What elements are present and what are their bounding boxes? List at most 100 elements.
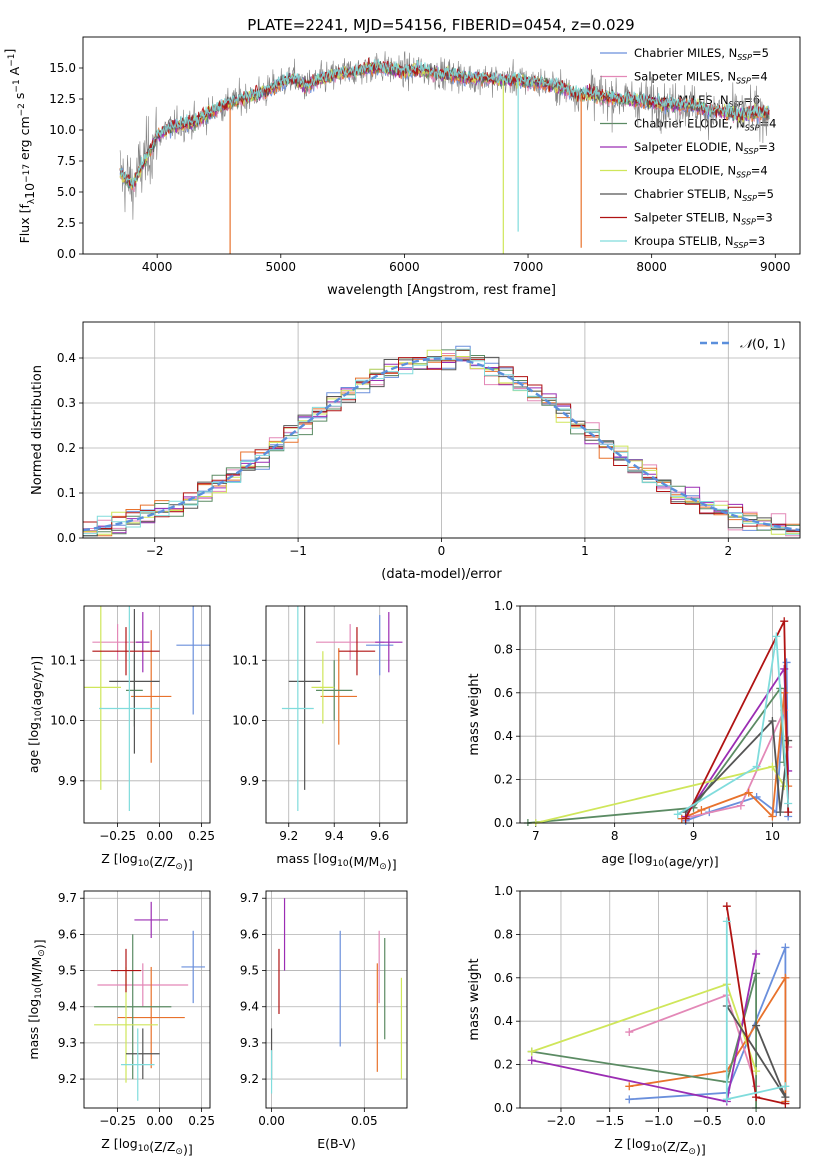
x-tick-label: 0.25: [188, 829, 215, 843]
y-tick-label: 0.6: [494, 971, 513, 985]
y-tick-label: 10.0: [49, 123, 76, 137]
axes-frame: [519, 605, 801, 824]
axes-frame: [265, 890, 408, 1109]
legend-entry: Salpeter MILES, NSSP=4: [634, 70, 768, 86]
mass_vs_extinction-plot-area: [270, 898, 403, 1094]
y-tick-label: 10.0: [50, 714, 77, 728]
weight-marker-salpeter_elodie: [752, 949, 761, 958]
x-tick-label: 4000: [142, 260, 173, 274]
weight-marker-kroupa_stelib: [781, 1082, 790, 1091]
mass_weight_vs_age-plot-area: [523, 617, 793, 826]
x-tick-label: 0.25: [188, 1114, 215, 1128]
y-tick-label: 10.0: [232, 714, 259, 728]
x-tick-label: 7000: [513, 260, 544, 274]
x-tick-label: 8: [611, 829, 619, 843]
histogram-x-axis-label: (data-model)/error: [381, 567, 502, 582]
y-tick-label: 9.4: [240, 1000, 259, 1014]
weight-marker-kroupa_stelib: [722, 1095, 731, 1104]
mass_vs_extinction-panel: 0.00 0.05 9.2 9.3 9.4 9.5 9.6 9.7 E(B-V): [240, 890, 408, 1151]
mass_vs_metallicity-plot-area: [94, 901, 205, 1101]
y-tick-label: 15.0: [49, 61, 76, 75]
weight-marker-salpeter_stelib: [681, 814, 690, 823]
y-tick-label: 0.2: [494, 773, 513, 787]
y-tick-label: 9.9: [240, 774, 259, 788]
x-tick-label: 2: [724, 544, 732, 558]
y-tick-label: 0.0: [57, 247, 76, 261]
weight-marker-salpeter_stelib: [781, 1099, 790, 1108]
x-tick-label: 9.2: [279, 829, 298, 843]
x-tick-label: 0.00: [146, 1114, 173, 1128]
y-tick-label: 0.0: [494, 816, 513, 830]
legend-entry: Salpeter STELIB, NSSP=3: [634, 211, 773, 227]
y-tick-label: 0.8: [494, 642, 513, 656]
mass_vs_metallicity-x-axis-label: Z [log10(Z/Z⊙)]: [101, 1136, 192, 1157]
legend-entry: Chabrier STELIB, NSSP=5: [634, 187, 774, 203]
spectrum-y-axis-label: Flux [fλ10−17 erg cm−2 s−1 A−1]: [2, 49, 37, 244]
mass_vs_metallicity-y-axis-label: mass [log10(M/M⊙)]: [26, 939, 47, 1059]
x-tick-label: 9000: [760, 260, 791, 274]
legend-entry: Salpeter ELODIE, NSSP=3: [634, 140, 775, 156]
y-tick-label: 10.1: [232, 653, 259, 667]
weight-marker-kroupa_stelib: [752, 762, 761, 771]
weight-line-chabrier_stelib: [684, 718, 790, 813]
mass_weight_vs_age-panel: 7 8 9 10 0.0 0.2 0.4 0.6 0.8 1.0 age [log10(age/yr…: [467, 599, 801, 869]
histogram-plot-area: [83, 345, 800, 537]
weight-line-kroupa_stelib: [677, 636, 790, 816]
x-tick-label: 0.05: [351, 1114, 378, 1128]
y-tick-label: 9.2: [240, 1072, 259, 1086]
y-tick-label: 0.4: [494, 729, 513, 743]
y-tick-label: 9.5: [240, 964, 259, 978]
y-tick-label: 7.5: [57, 154, 76, 168]
x-tick-label: 9: [690, 829, 698, 843]
y-tick-label: 0.4: [57, 351, 76, 365]
axes-frame: [265, 605, 408, 824]
weight-marker-salpeter_elodie: [780, 664, 789, 673]
y-tick-label: 9.2: [58, 1072, 77, 1086]
age_vs_mass-plot-area: [281, 606, 403, 811]
spectrum-x-axis-label: wavelength [Angstrom, rest frame]: [327, 283, 556, 298]
weight-marker-kroupa_elodie: [752, 1067, 761, 1076]
weight-marker-chabrier_stelib: [752, 1021, 761, 1030]
weight-marker-kroupa_miles: [768, 812, 777, 821]
mass_weight_vs_metallicity-panel: −2.0 −1.5 −1.0 −0.5 0.0 0.0 0.2 0.4 0.6 0.8 1.0 Z […: [467, 884, 801, 1157]
x-tick-label: −2: [146, 544, 164, 558]
x-tick-label: −1.5: [595, 1114, 624, 1128]
mass_weight_vs_metallicity-plot-area: [527, 902, 790, 1111]
y-tick-label: 5.0: [57, 185, 76, 199]
y-tick-label: 0.2: [494, 1058, 513, 1072]
x-tick-label: 9.4: [325, 829, 344, 843]
weight-marker-salpeter_miles: [625, 1028, 634, 1037]
y-tick-label: 9.6: [240, 927, 259, 941]
y-tick-label: 1.0: [494, 599, 513, 613]
x-tick-label: 10: [765, 829, 780, 843]
x-tick-label: −2.0: [546, 1114, 575, 1128]
y-tick-label: 10.1: [50, 653, 77, 667]
weight-marker-chabrier_miles: [625, 1095, 634, 1104]
age_vs_metallicity-plot-area: [84, 606, 210, 811]
plots-layer: 4000 5000 6000 7000 8000 90000.02.55.07.510.0…: [2, 36, 801, 1157]
histogram-step-salpeter_stelib: [83, 349, 800, 533]
weight-marker-kroupa_miles: [744, 788, 753, 797]
x-tick-label: −1: [289, 544, 307, 558]
y-tick-label: 9.7: [58, 891, 77, 905]
x-tick-label: 5000: [266, 260, 297, 274]
weight-marker-chabrier_stelib: [768, 717, 777, 726]
legend-entry: Kroupa STELIB, NSSP=3: [634, 234, 765, 250]
y-tick-label: 9.4: [58, 1000, 77, 1014]
weight-marker-chabrier_stelib: [776, 808, 785, 817]
y-tick-label: 0.1: [57, 486, 76, 500]
weight-marker-kroupa_stelib: [784, 799, 793, 808]
y-tick-label: 0.0: [57, 531, 76, 545]
weight-marker-kroupa_elodie: [768, 762, 777, 771]
legend-entry: Chabrier MILES, NSSP=5: [634, 46, 769, 62]
x-tick-label: 6000: [389, 260, 420, 274]
y-tick-label: 9.7: [240, 891, 259, 905]
normal-curve: [83, 357, 800, 532]
weight-marker-chabrier_miles: [782, 658, 791, 667]
x-tick-label: 8000: [636, 260, 667, 274]
age_vs_mass-panel: 9.2 9.4 9.6 9.9 10.0 10.1 mass [log10(M/M⊙)]: [232, 605, 408, 872]
age_vs_metallicity-x-axis-label: Z [log10(Z/Z⊙)]: [101, 851, 192, 872]
weight-marker-kroupa_stelib: [722, 917, 731, 926]
